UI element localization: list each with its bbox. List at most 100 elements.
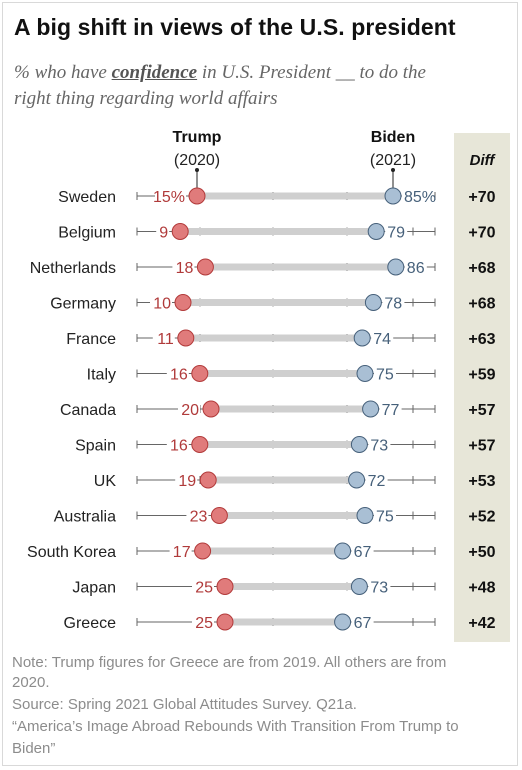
biden-value-label: 75	[376, 509, 394, 526]
biden-label-backdrop	[374, 506, 396, 525]
diff-value: +48	[468, 580, 495, 597]
diff-value: +42	[468, 615, 495, 632]
trump-dot	[216, 613, 234, 631]
chart-subtitle-line2: right thing regarding world affairs	[14, 88, 278, 109]
trump-dot	[174, 294, 192, 311]
trump-dot	[210, 507, 228, 524]
biden-dot	[350, 436, 368, 453]
trump-value-label: 15%	[153, 189, 185, 206]
diff-value: +59	[468, 367, 495, 384]
trump-value-label: 10	[153, 296, 171, 313]
trump-value-label: 23	[190, 509, 208, 526]
trump-value-label: 17	[173, 544, 191, 561]
dot-plot: Trump (2020) Biden (2021) Diff Sweden 15% 85% +7…	[27, 129, 510, 642]
diff-value: +50	[468, 544, 495, 561]
note-line-2: 2020.	[12, 674, 50, 691]
trump-label-backdrop	[169, 542, 192, 560]
trump-header-year: (2020)	[174, 152, 220, 169]
report-title-line-2: Biden”	[12, 740, 56, 757]
biden-label-backdrop	[379, 400, 402, 418]
biden-label-backdrop	[368, 435, 391, 454]
trump-label-backdrop	[166, 364, 189, 383]
report-title-line-1: “America’s Image Abroad Rebounds With Tr…	[12, 718, 459, 735]
biden-label-backdrop	[402, 187, 433, 205]
biden-label-backdrop	[382, 293, 405, 312]
trump-value-label: 9	[159, 225, 168, 242]
biden-dot	[353, 329, 371, 347]
trump-dot	[191, 436, 209, 453]
category-label: Spain	[75, 438, 116, 455]
diff-value: +63	[468, 331, 495, 348]
biden-dot	[367, 223, 385, 240]
biden-value-label: 74	[373, 331, 391, 348]
diff-value: +68	[468, 296, 495, 313]
subtitle-suffix: in U.S. President __ to do the	[197, 62, 426, 83]
category-label: Netherlands	[30, 260, 116, 277]
trump-label-backdrop	[155, 187, 186, 205]
trump-value-label: 18	[176, 260, 194, 277]
trump-value-label: 19	[178, 473, 196, 490]
biden-value-label: 73	[370, 580, 388, 597]
trump-label-backdrop	[192, 613, 214, 631]
trump-label-backdrop	[192, 577, 214, 596]
diff-header: Diff	[470, 152, 497, 169]
biden-value-label: 72	[368, 473, 386, 490]
subtitle-prefix: % who have	[14, 62, 112, 83]
diff-column-background	[454, 133, 510, 642]
biden-dot	[348, 471, 366, 489]
biden-label-backdrop	[385, 222, 408, 241]
biden-dot	[334, 613, 352, 631]
biden-dot	[384, 187, 402, 205]
trump-value-label: 11	[157, 331, 174, 348]
trump-value-label: 25	[195, 615, 213, 632]
trump-dot	[199, 471, 217, 489]
trump-value-label: 16	[170, 367, 188, 384]
chart-subtitle-line1: % who have confidence in U.S. President …	[14, 62, 426, 84]
diff-value: +68	[468, 260, 495, 277]
trump-header-label: Trump	[173, 129, 222, 146]
biden-label-backdrop	[404, 258, 427, 276]
trump-label-backdrop	[186, 506, 209, 525]
trump-value-label: 20	[181, 402, 199, 419]
diff-value: +53	[468, 473, 495, 490]
category-label: Greece	[64, 615, 117, 632]
biden-label-backdrop	[371, 329, 394, 347]
biden-label-backdrop	[351, 613, 374, 631]
subtitle-emphasis: confidence	[111, 62, 198, 83]
biden-dot	[356, 507, 374, 524]
biden-value-label: 75	[376, 367, 394, 384]
trump-label-backdrop	[152, 329, 175, 347]
biden-label-backdrop	[368, 577, 391, 596]
category-label: Sweden	[58, 189, 116, 206]
biden-dot	[350, 578, 368, 595]
category-label: Australia	[54, 509, 116, 526]
biden-header-year: (2021)	[370, 152, 416, 169]
trump-dot	[171, 223, 189, 240]
category-label: France	[66, 331, 116, 348]
trump-dot	[196, 258, 214, 276]
trump-label-backdrop	[166, 435, 189, 454]
trump-dot	[188, 187, 206, 205]
diff-value: +70	[468, 225, 495, 242]
biden-leader-dot	[391, 168, 395, 172]
diff-value: +57	[468, 402, 495, 419]
trump-label-backdrop	[175, 471, 198, 489]
trump-dot	[177, 329, 195, 347]
category-label: Belgium	[58, 225, 116, 242]
biden-dot	[387, 258, 405, 276]
category-label: South Korea	[27, 544, 116, 561]
biden-label-backdrop	[351, 542, 374, 560]
biden-header-label: Biden	[371, 129, 415, 146]
category-label: Germany	[50, 296, 116, 313]
trump-dot	[216, 578, 234, 595]
trump-label-backdrop	[156, 222, 170, 241]
biden-dot	[364, 294, 382, 311]
biden-value-label: 77	[382, 402, 400, 419]
biden-label-backdrop	[374, 364, 396, 383]
biden-value-label: 73	[370, 438, 388, 455]
diff-value: +57	[468, 438, 495, 455]
trump-leader-dot	[195, 168, 199, 172]
chart-title: A big shift in views of the U.S. preside…	[14, 14, 456, 40]
biden-value-label: 78	[384, 296, 402, 313]
